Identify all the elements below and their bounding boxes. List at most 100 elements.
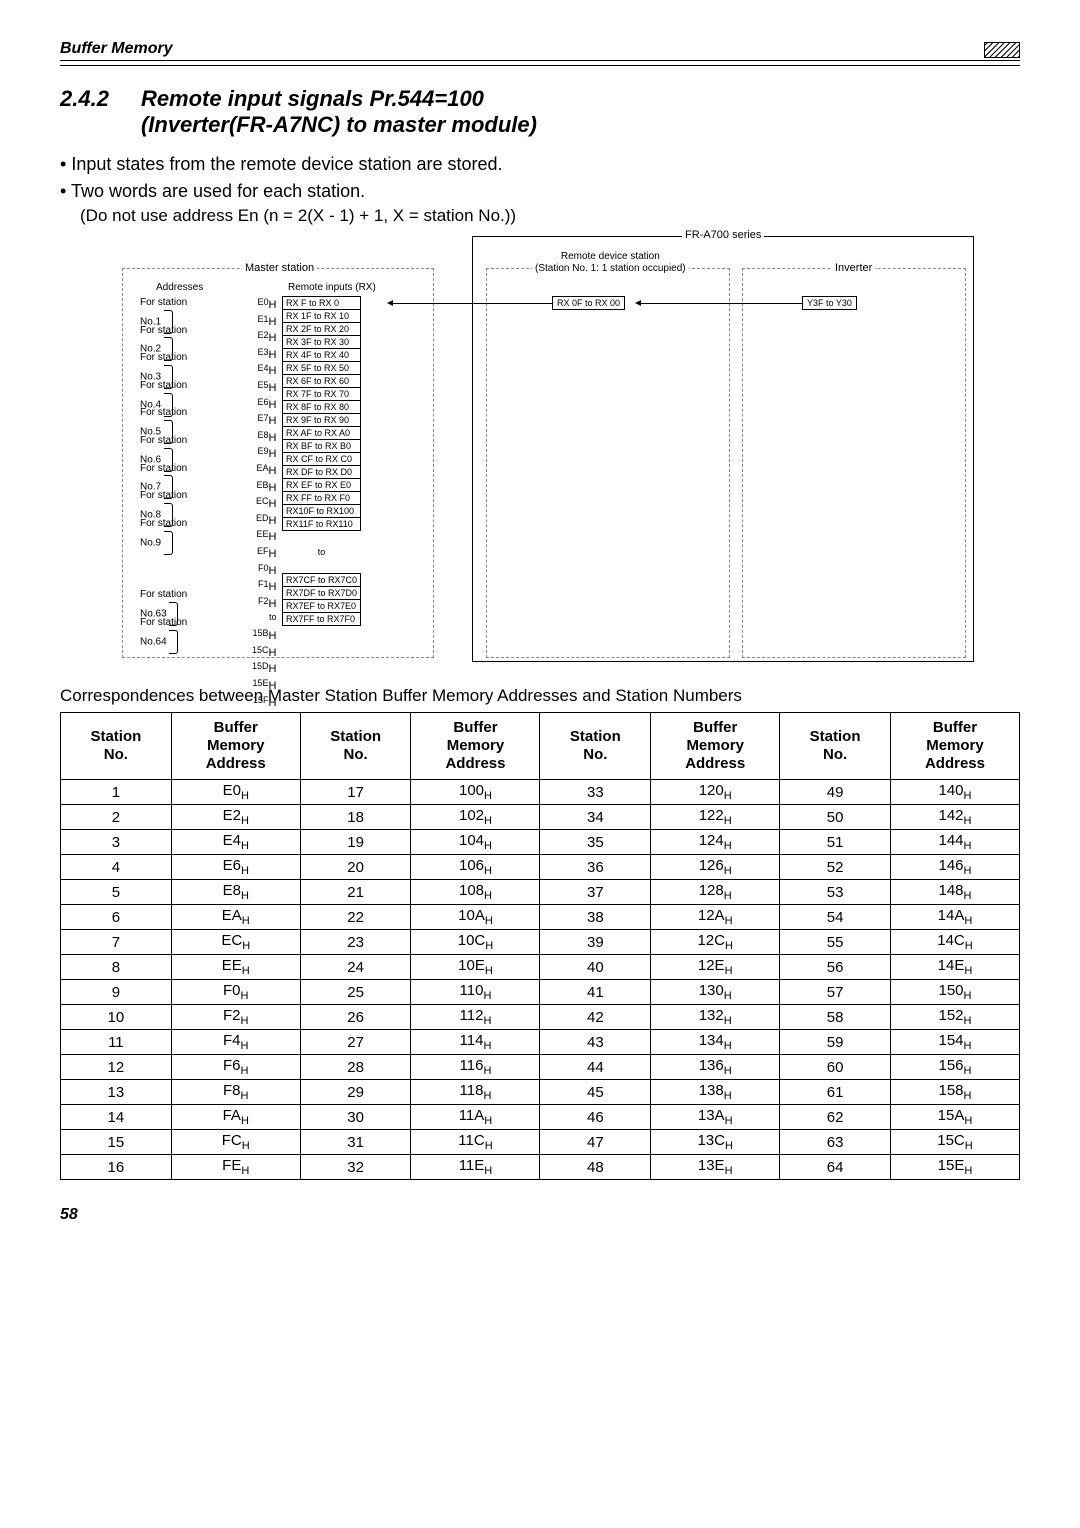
- table-cell: FAH: [171, 1105, 300, 1130]
- table-cell: 150H: [890, 980, 1019, 1005]
- table-cell: 35: [540, 830, 651, 855]
- table-cell: 11CH: [411, 1130, 540, 1155]
- table-cell: 57: [780, 980, 891, 1005]
- table-cell: 12AH: [651, 905, 780, 930]
- table-cell: 33: [540, 780, 651, 805]
- table-cell: 64: [780, 1155, 891, 1180]
- table-cell: 3: [61, 830, 172, 855]
- table-cell: 10AH: [411, 905, 540, 930]
- memory-table: RX F to RX 0RX 1F to RX 10RX 2F to RX 20…: [282, 296, 361, 626]
- table-cell: F8H: [171, 1080, 300, 1105]
- table-row: 3E4H19104H35124H51144H: [61, 830, 1020, 855]
- table-row: 12F6H28116H44136H60156H: [61, 1055, 1020, 1080]
- table-cell: 50: [780, 805, 891, 830]
- table-cell: 27: [300, 1030, 411, 1055]
- table-cell: 23: [300, 930, 411, 955]
- table-cell: EEH: [171, 955, 300, 980]
- table-cell: 12EH: [651, 955, 780, 980]
- table-cell: 1: [61, 780, 172, 805]
- table-cell: 138H: [651, 1080, 780, 1105]
- table-cell: 14CH: [890, 930, 1019, 955]
- table-cell: 17: [300, 780, 411, 805]
- table-header: BufferMemoryAddress: [651, 713, 780, 780]
- inverter-label: Inverter: [832, 262, 875, 274]
- table-row: 7ECH2310CH3912CH5514CH: [61, 930, 1020, 955]
- table-cell: 13EH: [651, 1155, 780, 1180]
- table-cell: 62: [780, 1105, 891, 1130]
- remote-device-frame: [486, 268, 730, 658]
- table-cell: 146H: [890, 855, 1019, 880]
- table-cell: 7: [61, 930, 172, 955]
- table-cell: 15CH: [890, 1130, 1019, 1155]
- table-cell: 158H: [890, 1080, 1019, 1105]
- table-cell: F4H: [171, 1030, 300, 1055]
- table-row: 2E2H18102H34122H50142H: [61, 805, 1020, 830]
- table-cell: 12: [61, 1055, 172, 1080]
- table-cell: 100H: [411, 780, 540, 805]
- table-cell: 14EH: [890, 955, 1019, 980]
- section-title: 2.4.2 Remote input signals Pr.544=100 (I…: [60, 86, 1020, 138]
- table-cell: 13: [61, 1080, 172, 1105]
- table-row: 1E0H17100H33120H49140H: [61, 780, 1020, 805]
- table-cell: 51: [780, 830, 891, 855]
- table-cell: 49: [780, 780, 891, 805]
- table-header: BufferMemoryAddress: [171, 713, 300, 780]
- header-title: Buffer Memory: [60, 40, 173, 58]
- table-cell: 30: [300, 1105, 411, 1130]
- table-cell: 37: [540, 880, 651, 905]
- remote-cell: RX 0F to RX 00: [552, 296, 625, 310]
- page-header: Buffer Memory: [60, 40, 1020, 61]
- table-cell: 130H: [651, 980, 780, 1005]
- table-cell: 10EH: [411, 955, 540, 980]
- table-cell: 13AH: [651, 1105, 780, 1130]
- address-labels: E0HE1HE2HE3HE4HE5HE6HE7HE8HE9HEAHEBHECHE…: [252, 296, 276, 710]
- table-cell: 10: [61, 1005, 172, 1030]
- page-number: 58: [60, 1206, 1020, 1224]
- table-cell: 10CH: [411, 930, 540, 955]
- table-cell: 152H: [890, 1005, 1019, 1030]
- table-cell: 52: [780, 855, 891, 880]
- table-cell: 13CH: [651, 1130, 780, 1155]
- table-cell: 136H: [651, 1055, 780, 1080]
- table-cell: 59: [780, 1030, 891, 1055]
- table-cell: E2H: [171, 805, 300, 830]
- table-cell: 46: [540, 1105, 651, 1130]
- table-caption: Correspondences between Master Station B…: [60, 686, 1020, 706]
- bullet-2: • Two words are used for each station.: [60, 181, 1020, 202]
- arrow-2: [640, 303, 802, 304]
- table-cell: 8: [61, 955, 172, 980]
- table-cell: 2: [61, 805, 172, 830]
- remote-device-label: Remote device station (Station No. 1: 1 …: [532, 251, 689, 275]
- table-cell: 25: [300, 980, 411, 1005]
- table-cell: 20: [300, 855, 411, 880]
- table-cell: 41: [540, 980, 651, 1005]
- table-cell: 18: [300, 805, 411, 830]
- table-cell: 134H: [651, 1030, 780, 1055]
- memory-diagram: FR-A700 series Master station Remote dev…: [92, 236, 932, 666]
- table-cell: 4: [61, 855, 172, 880]
- table-header: BufferMemoryAddress: [411, 713, 540, 780]
- table-cell: 104H: [411, 830, 540, 855]
- table-cell: E4H: [171, 830, 300, 855]
- table-cell: 126H: [651, 855, 780, 880]
- header-decoration: [984, 42, 1020, 58]
- bullet-1: • Input states from the remote device st…: [60, 154, 1020, 175]
- arrow-1: [392, 303, 552, 304]
- table-cell: 38: [540, 905, 651, 930]
- table-cell: 5: [61, 880, 172, 905]
- table-cell: F0H: [171, 980, 300, 1005]
- table-cell: 15EH: [890, 1155, 1019, 1180]
- table-row: 14FAH3011AH4613AH6215AH: [61, 1105, 1020, 1130]
- table-cell: 156H: [890, 1055, 1019, 1080]
- table-row: 15FCH3111CH4713CH6315CH: [61, 1130, 1020, 1155]
- table-row: 16FEH3211EH4813EH6415EH: [61, 1155, 1020, 1180]
- table-cell: 12CH: [651, 930, 780, 955]
- table-header: StationNo.: [61, 713, 172, 780]
- table-cell: 144H: [890, 830, 1019, 855]
- table-cell: 154H: [890, 1030, 1019, 1055]
- table-cell: 106H: [411, 855, 540, 880]
- table-cell: E6H: [171, 855, 300, 880]
- table-cell: FCH: [171, 1130, 300, 1155]
- table-cell: 15AH: [890, 1105, 1019, 1130]
- table-cell: 21: [300, 880, 411, 905]
